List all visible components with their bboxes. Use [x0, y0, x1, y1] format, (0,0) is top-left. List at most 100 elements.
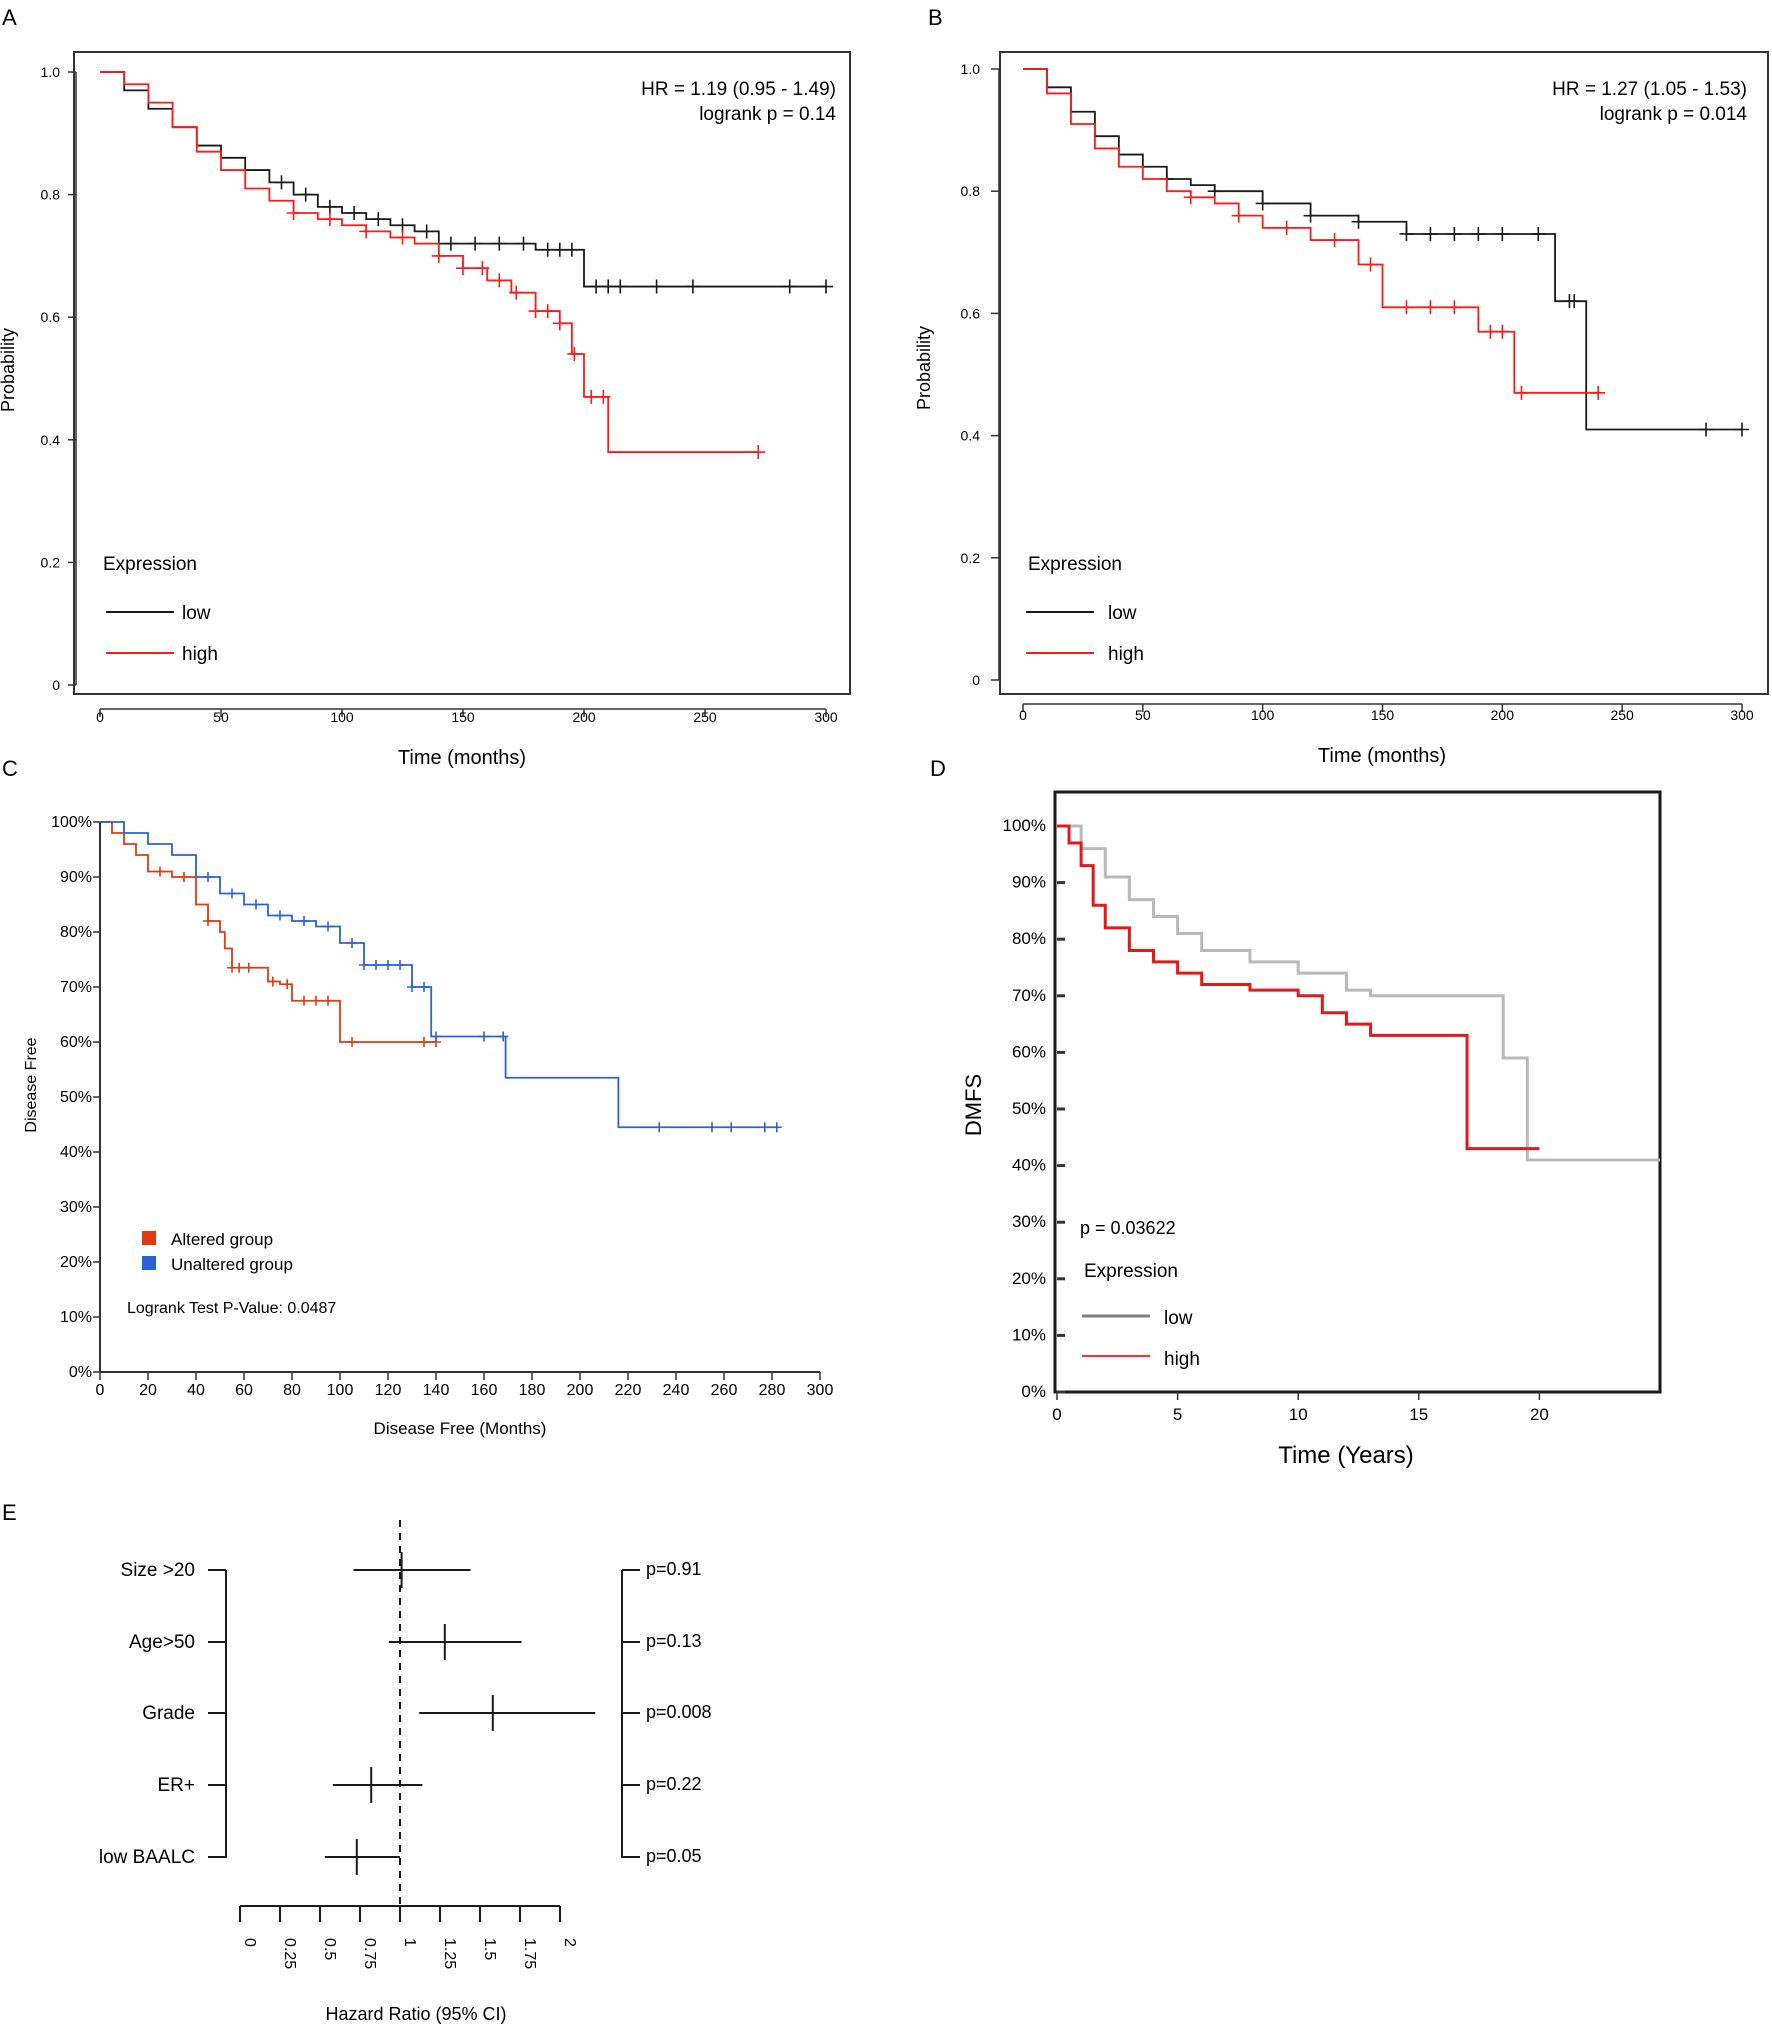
panel-d-x-axis: 0 5 10 15 20	[1052, 1392, 1549, 1424]
b-ytick-label: 0.4	[961, 428, 981, 444]
b-ytick-label: 1.0	[961, 61, 981, 77]
b-xtick-label: 300	[1730, 707, 1754, 723]
a-censor-mark	[347, 205, 362, 220]
panel-b-letter: B	[928, 5, 943, 30]
a-censor-mark	[298, 187, 313, 202]
panel-e-row-pvalue: p=0.91	[646, 1559, 702, 1579]
d-curve-low	[1057, 824, 1660, 1162]
panel-c-legend-altered-label: Altered group	[171, 1230, 273, 1249]
panel-c-legend-altered-swatch	[142, 1231, 156, 1245]
panel-e-row-label: Grade	[142, 1703, 195, 1724]
a-censor-mark	[516, 236, 531, 251]
c-ytick-label: 30%	[60, 1199, 92, 1216]
c-censor-mark	[251, 899, 261, 910]
b-censor-mark	[1471, 226, 1486, 241]
a-ytick-label: 0.8	[41, 187, 61, 203]
d-ytick-label: 60%	[1012, 1042, 1046, 1061]
panel-b-legend-high-label: high	[1108, 644, 1144, 665]
a-censor-mark	[419, 224, 434, 239]
panel-d: D 0% 10% 20% 30% 40% 50% 60% 70% 80% 90% 100% 0 5 10…	[930, 756, 1662, 1469]
panel-e-xtick-label: 1	[401, 1938, 418, 1947]
a-censor-mark	[509, 285, 524, 300]
panel-c-ylabel: Disease Free	[23, 1037, 40, 1132]
c-censor-mark	[498, 1031, 509, 1042]
panel-d-y-axis: 0% 10% 20% 30% 40% 50% 60% 70% 80% 90% 100%	[1003, 816, 1065, 1401]
a-censor-mark	[492, 236, 507, 251]
panel-d-legend-high-label: high	[1164, 1349, 1200, 1370]
a-ytick-label: 0	[52, 677, 60, 693]
a-censor-mark	[596, 389, 611, 404]
panel-e-row-pvalue: p=0.008	[646, 1702, 712, 1722]
a-xtick-label: 50	[213, 709, 229, 725]
b-censor-mark	[1447, 300, 1462, 315]
c-censor-mark	[431, 1031, 441, 1042]
panel-e-xtick-label: 1.75	[521, 1938, 538, 1969]
c-censor-mark	[282, 979, 293, 990]
c-xtick-label: 120	[375, 1382, 402, 1399]
c-xtick-label: 300	[807, 1382, 834, 1399]
a-censor-mark	[782, 279, 797, 294]
panel-b-series	[1023, 68, 1749, 437]
b-censor-mark	[1207, 184, 1222, 199]
c-ytick-label: 80%	[60, 924, 92, 941]
b-xtick-label: 250	[1610, 707, 1634, 723]
c-ytick-label: 50%	[60, 1089, 92, 1106]
d-ytick-label: 0%	[1021, 1382, 1046, 1401]
a-xtick-label: 150	[451, 709, 475, 725]
a-censor-mark	[359, 224, 374, 239]
panel-c-x-axis: 0 20 40 60 80 100 120 140 160 180 200 220 240 260 280 3…	[96, 1372, 834, 1399]
a-censor-mark	[371, 212, 386, 227]
b-censor-mark	[1363, 257, 1378, 272]
c-censor-mark	[359, 960, 369, 970]
b-censor-mark	[1531, 226, 1546, 241]
c-xtick-label: 200	[567, 1382, 594, 1399]
panel-d-series	[1057, 824, 1660, 1162]
panel-a-legend-title: Expression	[103, 554, 197, 575]
panel-e-xtick-label: 0.75	[361, 1938, 378, 1969]
panel-b-legend-title: Expression	[1028, 554, 1122, 575]
panel-e: E Size >20 p=0.91 Age>50 p=0.13 Grade p=0.008…	[2, 1500, 712, 2024]
d-curve-high	[1057, 824, 1540, 1151]
panel-a-x-axis: 0 50 100 150 200 250 300	[96, 708, 838, 725]
c-censor-mark	[227, 888, 237, 899]
a-censor-mark	[431, 248, 446, 263]
b-ytick-label: 0.6	[961, 305, 981, 321]
a-censor-mark	[528, 304, 543, 319]
panel-a: A 0 0.2 0.4 0.6 0.8 1.0 0 50 100 150 200 250 300 Pr…	[0, 5, 851, 769]
b-censor-mark	[1231, 208, 1246, 223]
d-ytick-label: 50%	[1012, 1099, 1046, 1118]
d-ytick-label: 90%	[1012, 873, 1046, 892]
panel-e-row-label: ER+	[158, 1775, 196, 1796]
c-xtick-label: 240	[663, 1382, 690, 1399]
b-ytick-label: 0	[972, 672, 980, 688]
a-censor-mark	[685, 279, 700, 294]
c-censor-mark	[479, 1031, 489, 1042]
a-censor-mark	[322, 199, 337, 214]
d-ytick-label: 30%	[1012, 1212, 1046, 1231]
panel-d-xlabel: Time (Years)	[1278, 1442, 1414, 1469]
b-censor-mark	[1279, 220, 1294, 235]
a-censor-mark	[552, 316, 567, 331]
c-censor-mark	[234, 962, 245, 973]
c-censor-mark	[203, 916, 213, 926]
a-censor-mark	[468, 236, 483, 251]
panel-c-letter: C	[2, 756, 18, 781]
a-censor-mark	[395, 230, 410, 245]
c-ytick-label: 20%	[60, 1254, 92, 1271]
c-censor-mark	[707, 1122, 717, 1133]
b-xtick-label: 50	[1135, 707, 1151, 723]
c-xtick-label: 40	[187, 1382, 205, 1399]
d-ytick-label: 70%	[1012, 986, 1046, 1005]
b-xtick-label: 0	[1019, 707, 1027, 723]
a-xtick-label: 0	[96, 709, 104, 725]
a-censor-mark	[567, 346, 582, 361]
d-ytick-label: 40%	[1012, 1156, 1046, 1175]
panel-e-xtick-label: 0.5	[321, 1938, 338, 1960]
b-censor-mark	[1423, 226, 1438, 241]
panel-a-letter: A	[2, 5, 17, 30]
panel-a-hr-annotation: HR = 1.19 (0.95 - 1.49)	[641, 79, 836, 100]
c-censor-mark	[347, 1037, 357, 1047]
panel-d-ylabel: DMFS	[961, 1074, 986, 1136]
a-xtick-label: 300	[814, 709, 838, 725]
